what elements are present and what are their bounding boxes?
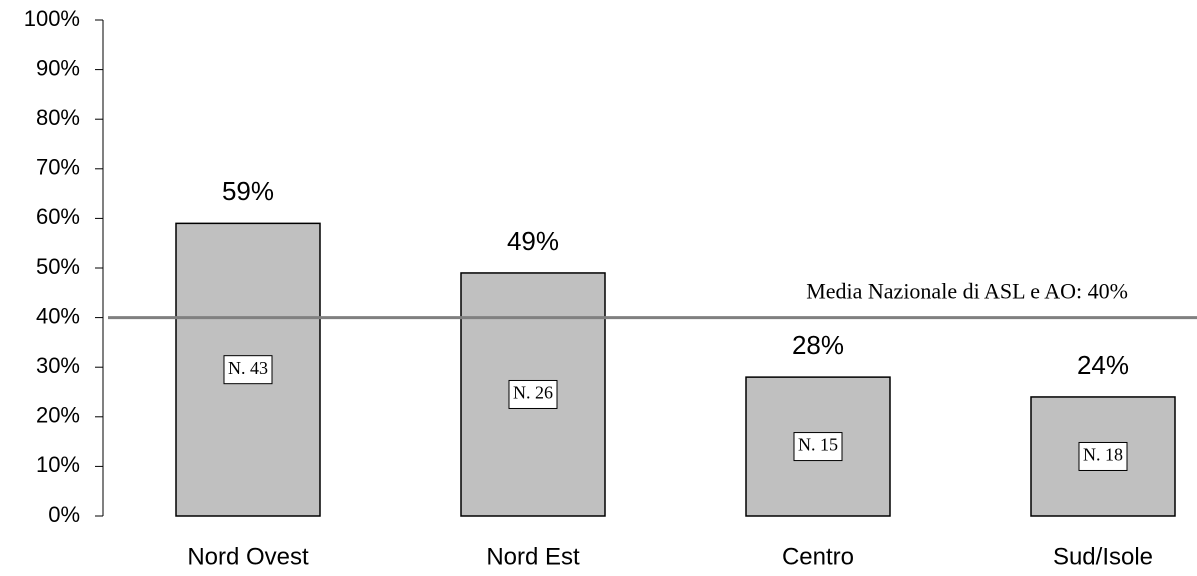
count-label: N. 43	[228, 358, 268, 378]
value-label: 49%	[507, 226, 559, 256]
y-tick-label: 60%	[36, 204, 80, 229]
y-tick-label: 100%	[24, 6, 80, 31]
y-tick-label: 40%	[36, 303, 80, 328]
count-box	[1078, 441, 1128, 471]
y-tick-label: 10%	[36, 452, 80, 477]
y-tick-label: 50%	[36, 254, 80, 279]
y-tick-label: 70%	[36, 155, 80, 180]
count-box	[793, 432, 843, 462]
count-box	[508, 379, 558, 409]
x-tick-label: Sud/Isole	[1053, 543, 1153, 570]
value-label: 59%	[222, 176, 274, 206]
y-tick-label: 0%	[48, 502, 80, 527]
value-label: 24%	[1077, 350, 1129, 380]
count-box	[223, 355, 273, 385]
y-tick-label: 20%	[36, 403, 80, 428]
x-tick-label: Centro	[782, 543, 854, 570]
y-tick-label: 30%	[36, 353, 80, 378]
x-tick-label: Nord Est	[486, 543, 580, 570]
count-label: N. 18	[1083, 445, 1123, 465]
reference-label: Media Nazionale di ASL e AO: 40%	[806, 279, 1128, 304]
bar	[460, 272, 606, 517]
y-tick-label: 90%	[36, 55, 80, 80]
count-label: N. 15	[798, 435, 838, 455]
x-tick-label: Nord Ovest	[187, 543, 309, 570]
value-label: 28%	[792, 330, 844, 360]
y-tick-label: 80%	[36, 105, 80, 130]
count-label: N. 26	[513, 383, 553, 403]
